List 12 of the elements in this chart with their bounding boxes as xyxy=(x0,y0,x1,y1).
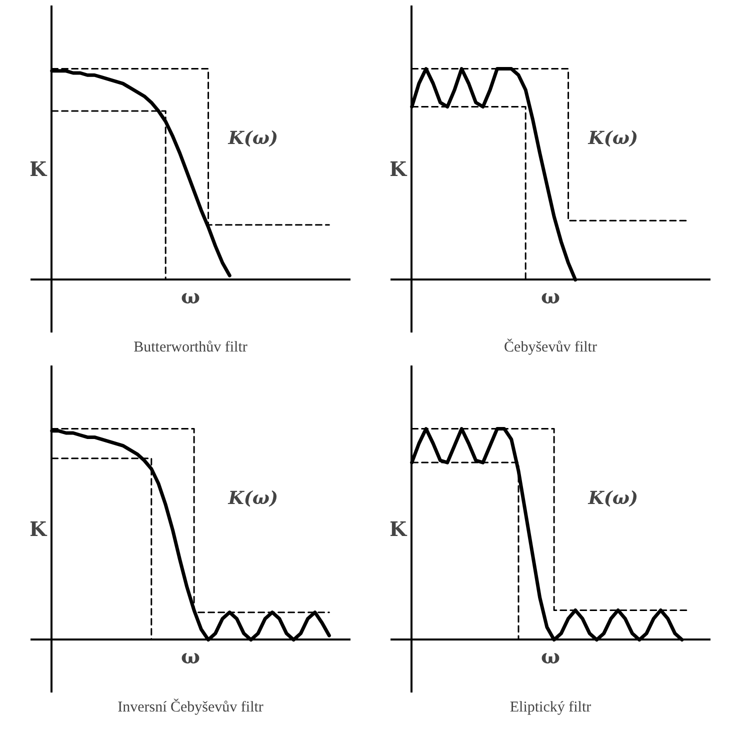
x-axis-title: ω xyxy=(180,644,200,668)
x-axis-title: ω xyxy=(180,284,200,308)
annotation: K(ω) xyxy=(227,488,278,509)
annotation: K(ω) xyxy=(227,128,278,149)
text: Eliptický filtr xyxy=(510,700,592,716)
text: Čebyševův filtr xyxy=(504,338,597,356)
x-axis-title: ω xyxy=(540,284,560,308)
text: Butterworthův filtr xyxy=(134,340,248,356)
annotation: K(ω) xyxy=(587,488,638,509)
text: Inversní Čebyševův filtr xyxy=(118,698,264,716)
x-axis-title: ω xyxy=(540,644,560,668)
annotation: K(ω) xyxy=(587,128,638,149)
